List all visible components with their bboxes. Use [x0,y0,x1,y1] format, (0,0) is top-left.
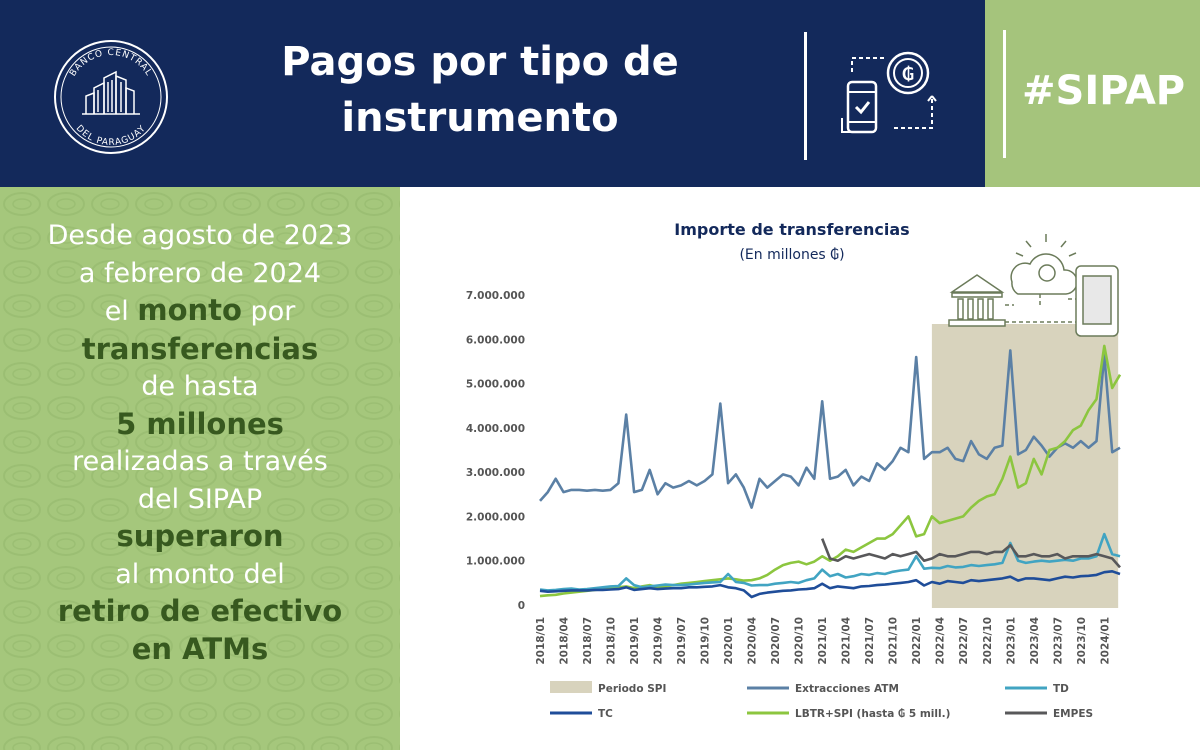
x-tick-label: 2018/07 [582,617,594,665]
summary-line: de hasta [141,371,259,402]
y-tick-label: 7.000.000 [466,290,525,302]
spi-illustration [948,234,1119,337]
summary-line: a febrero de 2024 [78,257,322,289]
bank-icon-column [967,298,974,320]
bank-icon-base [948,319,1006,327]
y-tick-label: 4.000.000 [466,423,525,435]
x-tick-label: 2020/10 [794,617,806,665]
svg-text:DEL PARAGUAY: DEL PARAGUAY [74,124,149,148]
series-line-tc [539,569,1121,599]
summary-line: del SIPAP [137,483,263,515]
sun-rays [1015,234,1077,257]
payment-transfer-icon: ₲ [841,51,937,134]
header-banner: BANCO CENTRAL DEL PARAGUAY Pagos por tip… [0,0,985,187]
summary-line: superaron [116,519,284,553]
title-line-1: Pagos por tipo de [281,39,679,85]
series-line-td [539,532,1121,592]
svg-text:₲: ₲ [902,64,915,85]
x-tick-label: 2020/01 [723,617,735,665]
summary-text-part: el [104,296,138,327]
series-line-empes [820,538,1121,569]
x-tick-label: 2022/10 [982,617,994,665]
bank-icon-column [987,298,994,320]
line-chart: Importe de transferencias (En millones ₲)… [466,220,1122,720]
x-tick-label: 2018/01 [535,617,547,665]
x-tick-label: 2022/01 [911,617,923,665]
legend-label: EMPES [1053,708,1093,720]
hashtag-divider [1003,30,1006,158]
summary-line: el monto por [0,292,400,331]
chart-container: Importe de transferencias (En millones ₲)… [400,187,1200,750]
x-tick-label: 2019/01 [629,617,641,665]
y-tick-label: 1.000.000 [466,556,525,568]
summary-panel: Desde agosto de 2023 a febrero de 2024 el … [0,187,400,750]
series-line-lbtr-spi-hasta-5-mill- [539,344,1122,598]
x-tick-label: 2018/10 [606,617,618,665]
legend-label: TD [1053,683,1069,695]
hashtag-box: #SIPAP [985,0,1200,187]
summary-line: retiro de efectivo [57,594,343,628]
x-tick-label: 2023/10 [1076,617,1088,665]
x-tick-label: 2021/07 [864,617,876,665]
x-tick-label: 2018/04 [559,617,571,665]
x-tick-label: 2021/01 [817,617,829,665]
legend-label: TC [598,708,613,720]
page-title: Pagos por tipo de instrumento [230,34,730,146]
phone-icon-screen [1082,275,1112,325]
connector-lines [1005,294,1076,323]
y-tick-label: 0 [518,600,525,612]
chart-subtitle: (En millones ₲) [739,247,844,263]
summary-line: al monto del [115,558,285,590]
x-tick-label: 2020/04 [747,617,759,665]
y-tick-label: 3.000.000 [466,467,525,479]
y-tick-label: 2.000.000 [466,511,525,523]
x-tick-label: 2023/07 [1052,617,1064,665]
spi-period-region [931,324,1119,608]
bank-icon-base-top [951,292,1003,298]
chart-title: Importe de transferencias [674,220,909,239]
cloud-icon-dot [1038,264,1056,282]
summary-line: realizadas a través [72,446,328,477]
summary-highlight: monto [137,293,242,327]
x-tick-label: 2021/04 [841,617,853,665]
x-tick-label: 2019/04 [653,617,665,665]
background-pattern [0,187,400,750]
x-tick-label: 2020/07 [770,617,782,665]
bank-icon [949,274,1005,293]
y-tick-label: 6.000.000 [466,334,525,346]
legend-label: Extracciones ATM [795,683,899,695]
x-tick-label: 2023/01 [1005,617,1017,665]
summary-line: en ATMs [131,631,269,666]
hashtag-label: #SIPAP [1022,68,1186,114]
x-tick-label: 2022/07 [958,617,970,665]
series-line-extracciones-atm [539,349,1121,509]
bank-icon-column [957,298,964,320]
title-line-2: instrumento [341,95,619,141]
header-divider [804,32,807,160]
summary-text-part: por [241,296,296,327]
x-tick-label: 2024/01 [1099,617,1111,665]
summary-line: transferencias [81,331,319,366]
legend-swatch [550,681,592,693]
summary-line: Desde agosto de 2023 [47,220,353,251]
x-tick-label: 2019/10 [700,617,712,665]
x-tick-label: 2022/04 [935,617,947,665]
x-tick-label: 2021/10 [888,617,900,665]
legend-label: LBTR+SPI (hasta ₲ 5 mill.) [795,708,950,720]
summary-text: Desde agosto de 2023 a febrero de 2024 el … [0,217,400,668]
x-tick-label: 2019/07 [676,617,688,665]
summary-line: 5 millones [116,406,284,441]
bcp-logo: BANCO CENTRAL DEL PARAGUAY [54,40,168,154]
y-tick-label: 5.000.000 [466,379,525,391]
x-tick-label: 2023/04 [1029,617,1041,665]
bank-icon-column [977,298,984,320]
legend-label: Periodo SPI [598,683,666,695]
logo-text-bottom: DEL PARAGUAY [74,124,148,148]
